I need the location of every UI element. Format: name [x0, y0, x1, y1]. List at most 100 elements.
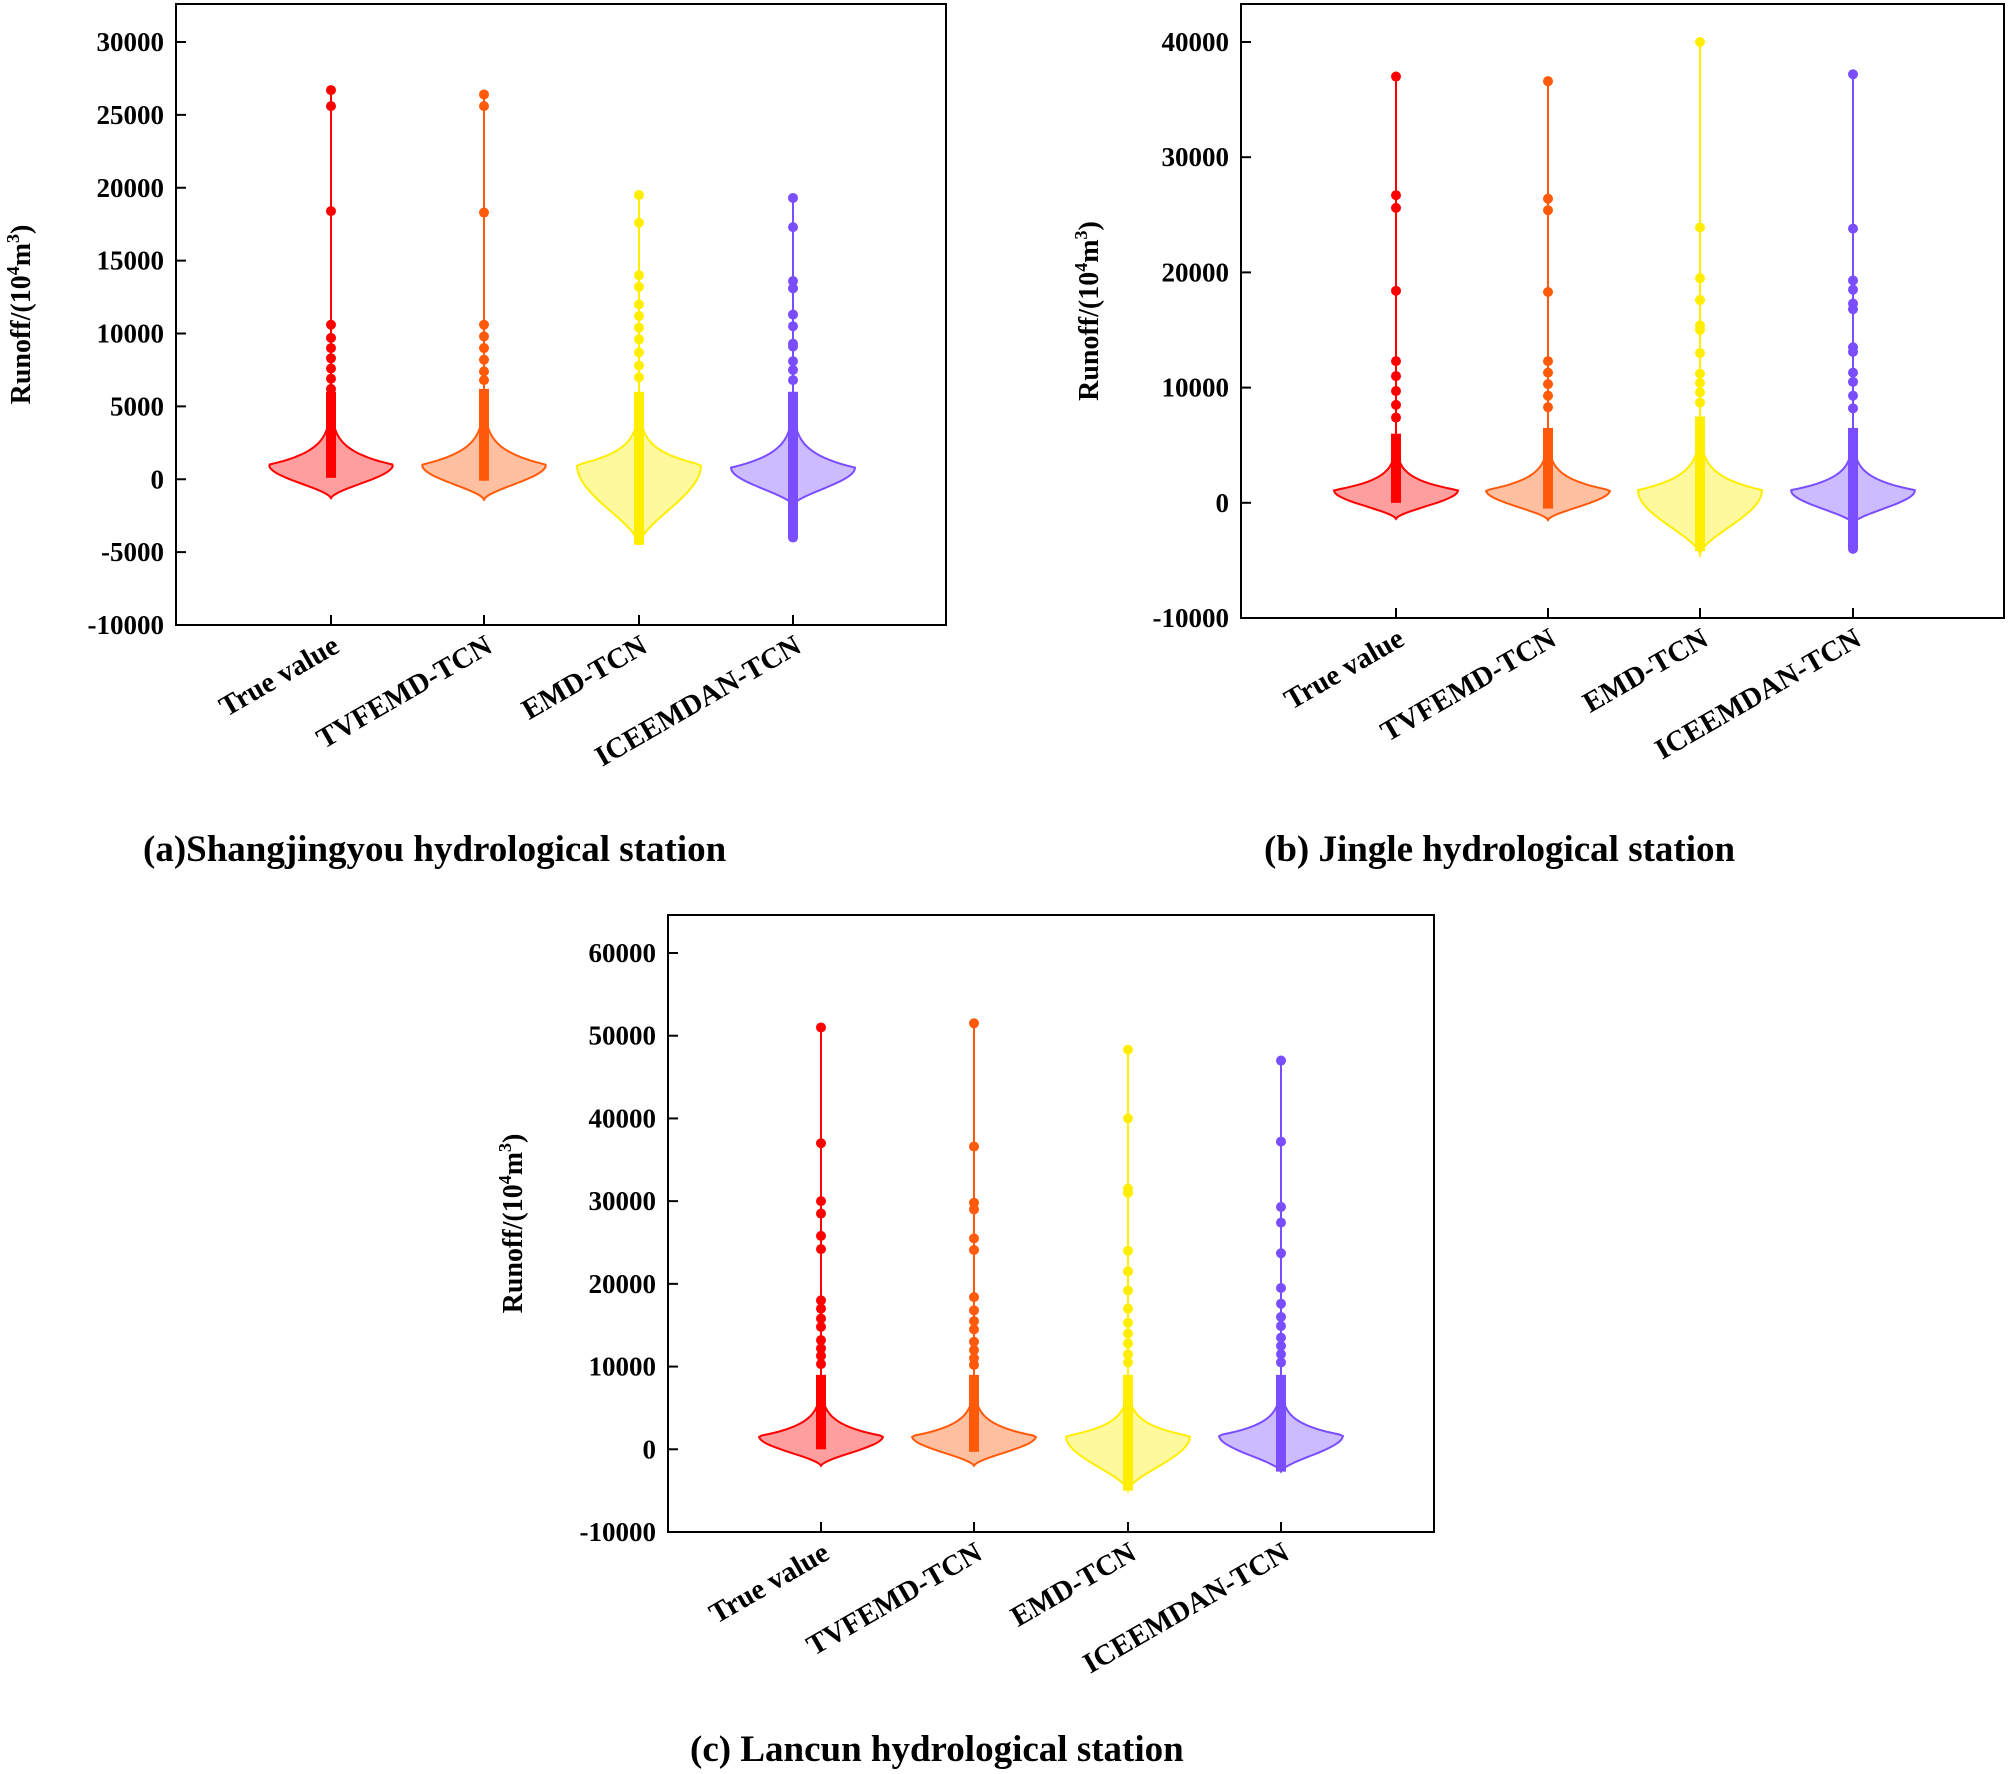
outlier-point — [1391, 285, 1401, 296]
outlier-point — [816, 1321, 826, 1332]
outlier-point — [479, 207, 489, 218]
outlier-point — [1391, 386, 1401, 397]
outlier-point — [1276, 1332, 1286, 1343]
outlier-point — [326, 363, 336, 374]
y-tick-label: 40000 — [1162, 27, 1230, 57]
outlier-point — [1123, 1317, 1133, 1328]
x-tick-label-true-value: True value — [704, 1536, 835, 1630]
outlier-point — [1848, 526, 1858, 537]
panel-a-shangjingyou: -10000 -5000 0 5000 10000 15000 20000 25000 3000… — [3, 3, 947, 773]
violin-tvfemd-tcn — [421, 89, 547, 502]
outlier-point — [479, 101, 489, 112]
data-column — [1391, 433, 1401, 503]
outlier-point — [1276, 1357, 1286, 1368]
violin-tvfemd-tcn — [910, 1018, 1038, 1468]
outlier-point — [1391, 371, 1401, 382]
outlier-point — [1123, 1245, 1133, 1256]
y-tick-label: -10000 — [580, 1517, 657, 1547]
outlier-point — [1695, 273, 1705, 284]
outlier-point — [1123, 1328, 1133, 1339]
outlier-point — [634, 322, 644, 333]
violin-emd-tcn — [1064, 1044, 1192, 1494]
violin-tvfemd-tcn — [1484, 76, 1612, 522]
outlier-point — [1543, 379, 1553, 390]
outlier-point — [1276, 1201, 1286, 1212]
y-tick-label: -5000 — [101, 537, 164, 567]
outlier-point — [816, 1350, 826, 1361]
panel-b-jingle: -10000 0 10000 20000 30000 40000 Runoff/(104m3… — [1071, 3, 2005, 766]
data-column — [1123, 1374, 1133, 1491]
outlier-point — [1391, 190, 1401, 201]
outlier-point — [816, 1022, 826, 1033]
outlier-point — [788, 222, 798, 233]
x-tick-label-emd-tcn: EMD-TCN — [1578, 622, 1714, 719]
outlier-point — [1695, 368, 1705, 379]
outlier-point — [788, 364, 798, 375]
outlier-point — [788, 532, 798, 543]
outlier-point — [816, 1313, 826, 1324]
y-tick-label: 10000 — [97, 319, 165, 349]
violin-true-value — [1332, 71, 1460, 521]
outlier-point — [1543, 367, 1553, 378]
outlier-point — [816, 1335, 826, 1346]
data-column — [1695, 416, 1705, 552]
outlier-point — [634, 270, 644, 281]
outlier-point — [1123, 1285, 1133, 1296]
data-column — [479, 388, 489, 481]
data-column — [1848, 427, 1858, 549]
y-tick-label: -10000 — [1153, 603, 1230, 633]
data-column — [326, 391, 336, 478]
y-tick-label: 60000 — [589, 938, 657, 968]
outlier-point — [634, 334, 644, 345]
caption-b: (b) Jingle hydrological station — [1264, 829, 1736, 870]
outlier-point — [326, 332, 336, 343]
outlier-point — [788, 192, 798, 203]
y-tick-label: 25000 — [97, 100, 165, 130]
outlier-point — [1543, 286, 1553, 297]
outlier-point — [479, 366, 489, 377]
outlier-point — [1123, 1303, 1133, 1314]
y-tick-label: 30000 — [589, 1186, 657, 1216]
outlier-point — [969, 1336, 979, 1347]
outlier-point — [1848, 376, 1858, 387]
outlier-point — [816, 1244, 826, 1255]
outlier-point — [1543, 356, 1553, 367]
data-column — [1276, 1374, 1286, 1472]
plot-frame — [175, 3, 947, 626]
outlier-point — [816, 1230, 826, 1241]
outlier-point — [326, 343, 336, 354]
outlier-point — [326, 319, 336, 330]
data-column — [816, 1374, 826, 1450]
outlier-point — [1123, 1113, 1133, 1124]
y-tick-label: 30000 — [1162, 142, 1230, 172]
violin-emd-tcn — [1636, 37, 1764, 559]
y-tick-label: 50000 — [589, 1021, 657, 1051]
outlier-point — [1276, 1248, 1286, 1259]
outlier-point — [788, 356, 798, 367]
y-axis-label: Runoff/(104m3) — [495, 1134, 529, 1314]
outlier-point — [816, 1343, 826, 1354]
x-tick-label-emd-tcn: EMD-TCN — [517, 629, 653, 726]
outlier-point — [1848, 304, 1858, 315]
x-tick-label-true-value: True value — [1279, 622, 1410, 716]
outlier-point — [1123, 1357, 1133, 1368]
outlier-point — [1848, 534, 1858, 545]
outlier-point — [1276, 1298, 1286, 1309]
outlier-point — [969, 1233, 979, 1244]
outlier-point — [1123, 1044, 1133, 1055]
outlier-point — [1695, 348, 1705, 359]
outlier-point — [479, 354, 489, 365]
outlier-point — [816, 1359, 826, 1370]
outlier-point — [1391, 202, 1401, 213]
outlier-point — [1543, 205, 1553, 216]
y-tick-label: 10000 — [589, 1352, 657, 1382]
x-tick-label-true-value: True value — [214, 629, 345, 723]
y-tick-label: 40000 — [589, 1103, 657, 1133]
outlier-point — [479, 89, 489, 100]
outlier-point — [1276, 1349, 1286, 1360]
panel-c-lancun: -10000 0 10000 20000 30000 40000 50000 60000 Run… — [495, 914, 1435, 1680]
plot-frame — [667, 914, 1435, 1533]
outlier-point — [816, 1295, 826, 1306]
outlier-point — [1695, 222, 1705, 233]
